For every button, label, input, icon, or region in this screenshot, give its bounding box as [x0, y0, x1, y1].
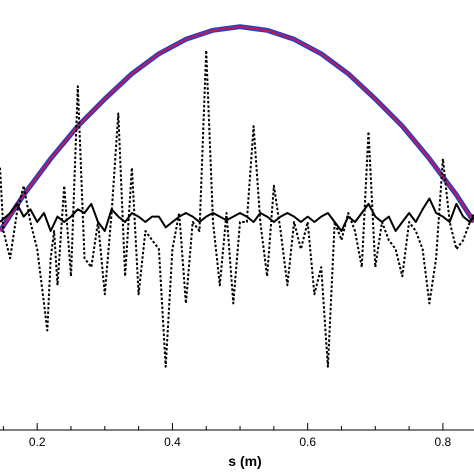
series-1-line-overlay	[0, 25, 474, 232]
series-2-line	[0, 49, 474, 368]
x-tick-label: 0.2	[29, 435, 46, 449]
x-axis-ticks: 0.2 0.4 0.6 0.8	[2, 423, 452, 449]
x-tick-label: 0.4	[164, 435, 181, 449]
series-1-line	[0, 24, 474, 233]
x-axis-title: s (m)	[228, 453, 261, 469]
x-tick-label: 0.6	[299, 435, 316, 449]
x-tick-label: 0.8	[435, 435, 452, 449]
series-3-line	[0, 197, 474, 232]
series-group	[0, 24, 474, 368]
